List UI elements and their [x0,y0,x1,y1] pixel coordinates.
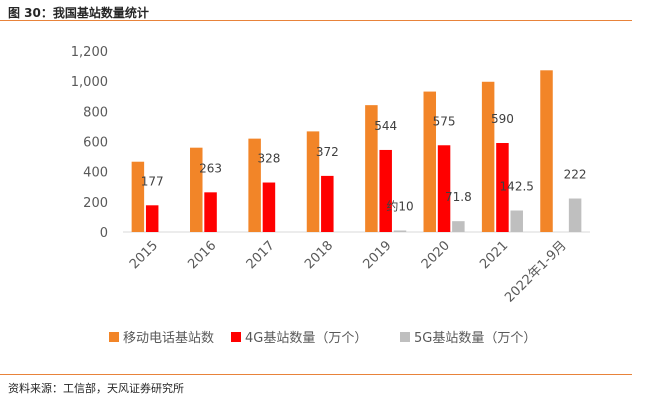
data-label: 71.8 [445,190,472,204]
y-tick-label: 1,000 [71,75,108,90]
bar [452,221,465,232]
bar [379,149,392,232]
bar [540,70,553,232]
y-tick-label: 800 [83,105,108,120]
x-tick-label: 2022年1-9月 [502,238,569,305]
y-tick-label: 0 [100,226,108,241]
legend-swatch [400,332,410,342]
data-label: 590 [491,112,514,126]
x-tick-label: 2016 [185,238,219,272]
legend-label: 4G基站数量（万个） [245,331,367,346]
data-labels: 177 263 328 372 544 575 590 约10 71.8 142.5 222 [141,112,587,213]
figure-title: 图 30：我国基站数量统计 [8,6,149,20]
bar [496,143,509,232]
bar [248,138,261,232]
data-label: 575 [433,114,456,128]
x-tick-label: 2021 [477,238,511,272]
y-tick-label: 1,200 [71,45,108,60]
data-label: 222 [564,168,587,182]
bars [131,70,582,233]
y-tick-label: 400 [83,166,108,181]
x-tick-label: 2020 [419,238,453,272]
data-label: 372 [316,145,339,159]
bar [393,230,407,232]
bar [306,131,320,232]
bar [568,198,582,232]
legend-swatch [231,332,241,342]
bar-chart: 0 200 400 600 800 1,000 1,200 177 263 328 372 544 5… [71,45,590,346]
bar [145,205,159,232]
data-label: 328 [257,152,280,166]
legend-swatch [109,332,119,342]
bottom-rule [0,374,632,375]
source-note: 资料来源：工信部，天风证券研究所 [8,382,184,395]
bar [437,145,451,232]
bar [365,105,378,232]
data-label: 177 [141,174,164,188]
y-tick-label: 200 [83,196,108,211]
bar [262,182,276,232]
top-rule [0,20,632,21]
bar [204,192,217,232]
data-label: 约10 [386,198,413,213]
bar [423,91,437,233]
x-tick-label: 2015 [127,238,161,272]
x-tick-label: 2019 [361,238,395,272]
bar [190,147,203,232]
legend-label: 移动电话基站数 [123,331,214,346]
legend: 移动电话基站数 4G基站数量（万个） 5G基站数量（万个） [109,331,536,346]
data-label: 544 [374,119,397,133]
bar [321,175,334,232]
bar [510,210,523,232]
data-label: 142.5 [500,180,534,194]
y-tick-label: 600 [83,136,108,151]
legend-label: 5G基站数量（万个） [414,331,536,346]
x-tick-label: 2018 [302,238,336,272]
bar [131,161,145,232]
x-tick-label: 2017 [244,238,278,272]
data-label: 263 [199,161,222,175]
bar [481,81,495,233]
